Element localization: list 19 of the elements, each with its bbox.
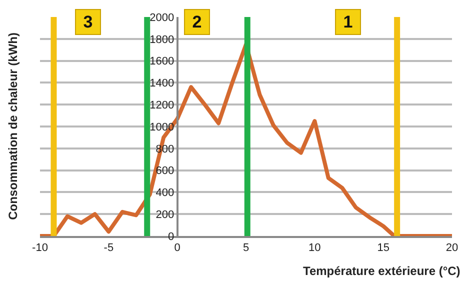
annotation: 2	[192, 12, 202, 32]
x-tick-label: 5	[242, 242, 250, 254]
y-tick-label: 1600	[150, 56, 174, 68]
annotation: 1	[343, 12, 353, 32]
x-tick-label: 15	[377, 242, 390, 254]
y-tick-label: 2000	[150, 12, 174, 24]
y-axis-title: Consommation de chaleur (kWh)	[6, 32, 20, 220]
x-tick-label: 10	[308, 242, 321, 254]
x-tick-label: -5	[104, 242, 114, 254]
y-tick-label: 400	[156, 187, 174, 200]
y-tick-label: 200	[156, 208, 174, 221]
x-tick-label: 20	[446, 242, 458, 254]
y-tick-label: 1800	[150, 34, 174, 46]
annotation: 3	[83, 12, 93, 32]
x-axis-title: Température extérieure (°C)	[303, 264, 460, 278]
y-tick-label: 1400	[150, 78, 174, 90]
x-tick-label: -10	[32, 242, 48, 254]
y-tick-label: 1200	[150, 99, 174, 112]
y-tick-label: 0	[168, 230, 174, 243]
